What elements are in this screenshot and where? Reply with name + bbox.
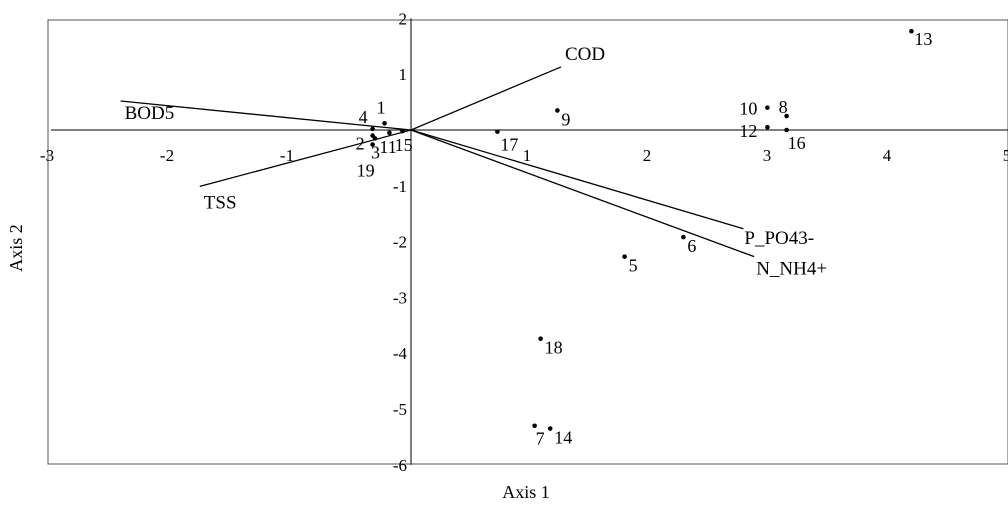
x-tick-label: 5 xyxy=(1003,146,1008,165)
plot-frame xyxy=(47,19,1008,465)
data-point xyxy=(370,126,375,132)
vector-line xyxy=(410,129,755,258)
data-point xyxy=(784,113,789,119)
vector-line xyxy=(410,129,744,230)
data-point xyxy=(765,105,770,110)
y-axis-title: Axis 2 xyxy=(6,224,26,272)
data-point xyxy=(400,128,405,134)
data-point xyxy=(372,136,378,141)
x-tick-label: 2 xyxy=(643,146,652,165)
data-point xyxy=(532,423,537,429)
y-tick-label: -5 xyxy=(393,400,407,419)
data-point xyxy=(622,254,627,259)
y-tick-label: -4 xyxy=(393,344,408,363)
data-point xyxy=(370,142,375,147)
y-tick-label: 1 xyxy=(399,65,408,84)
y-tick-label: -1 xyxy=(393,177,407,196)
data-point xyxy=(765,124,770,130)
point-label: 17 xyxy=(500,135,518,155)
y-tick-label: -3 xyxy=(393,288,407,307)
vector-label: P_PO43- xyxy=(744,228,814,249)
point-label: 15 xyxy=(395,135,413,155)
point-label: 2 xyxy=(356,134,365,154)
data-point xyxy=(387,130,392,136)
point-label: 5 xyxy=(629,256,638,276)
point-label: 10 xyxy=(739,99,757,119)
data-point xyxy=(909,28,914,34)
vector-line xyxy=(120,100,412,131)
x-tick-label: -3 xyxy=(40,146,54,165)
point-label: 16 xyxy=(788,133,806,153)
vector-label: TSS xyxy=(204,192,237,213)
x-tick-label: 4 xyxy=(883,146,892,165)
x-tick-label: -2 xyxy=(160,146,174,165)
tick-labels: -3 -2 -1 1 2 3 4 521-1-2-3-4-5-6 xyxy=(40,9,1008,474)
data-point xyxy=(681,234,686,240)
x-tick-label: 1 xyxy=(523,146,532,165)
x-axis-title: Axis 1 xyxy=(502,482,550,502)
point-label: 1 xyxy=(377,97,386,117)
point-label: 12 xyxy=(739,121,757,141)
vector-label: BOD5 xyxy=(125,103,175,124)
point-label: 18 xyxy=(545,338,563,358)
data-point xyxy=(382,121,387,126)
vectors: COD BOD5 TSS P_PO43- N_NH4+ xyxy=(120,44,827,280)
vector-label: N_NH4+ xyxy=(756,259,827,280)
x-tick-label: 3 xyxy=(763,146,772,165)
data-point xyxy=(495,129,500,134)
y-tick-label: -6 xyxy=(393,456,407,475)
point-label: 4 xyxy=(359,107,368,127)
data-point xyxy=(547,426,553,431)
point-label: 11 xyxy=(379,137,396,157)
x-tick-label: -1 xyxy=(280,146,294,165)
point-label: 19 xyxy=(357,161,375,181)
point-label: 7 xyxy=(536,429,545,449)
data-point xyxy=(538,336,543,341)
point-label: 14 xyxy=(554,428,572,448)
y-tick-label: 2 xyxy=(399,9,408,28)
point-label: 3 xyxy=(371,142,380,162)
data-point xyxy=(555,108,560,113)
vector-line xyxy=(410,66,562,131)
y-tick-label: -2 xyxy=(393,233,407,252)
point-label: 8 xyxy=(779,97,788,117)
point-label: 13 xyxy=(914,29,932,49)
data-point xyxy=(784,127,789,133)
point-label: 9 xyxy=(561,109,570,129)
point-label: 6 xyxy=(687,236,696,256)
vector-label: COD xyxy=(565,44,605,65)
